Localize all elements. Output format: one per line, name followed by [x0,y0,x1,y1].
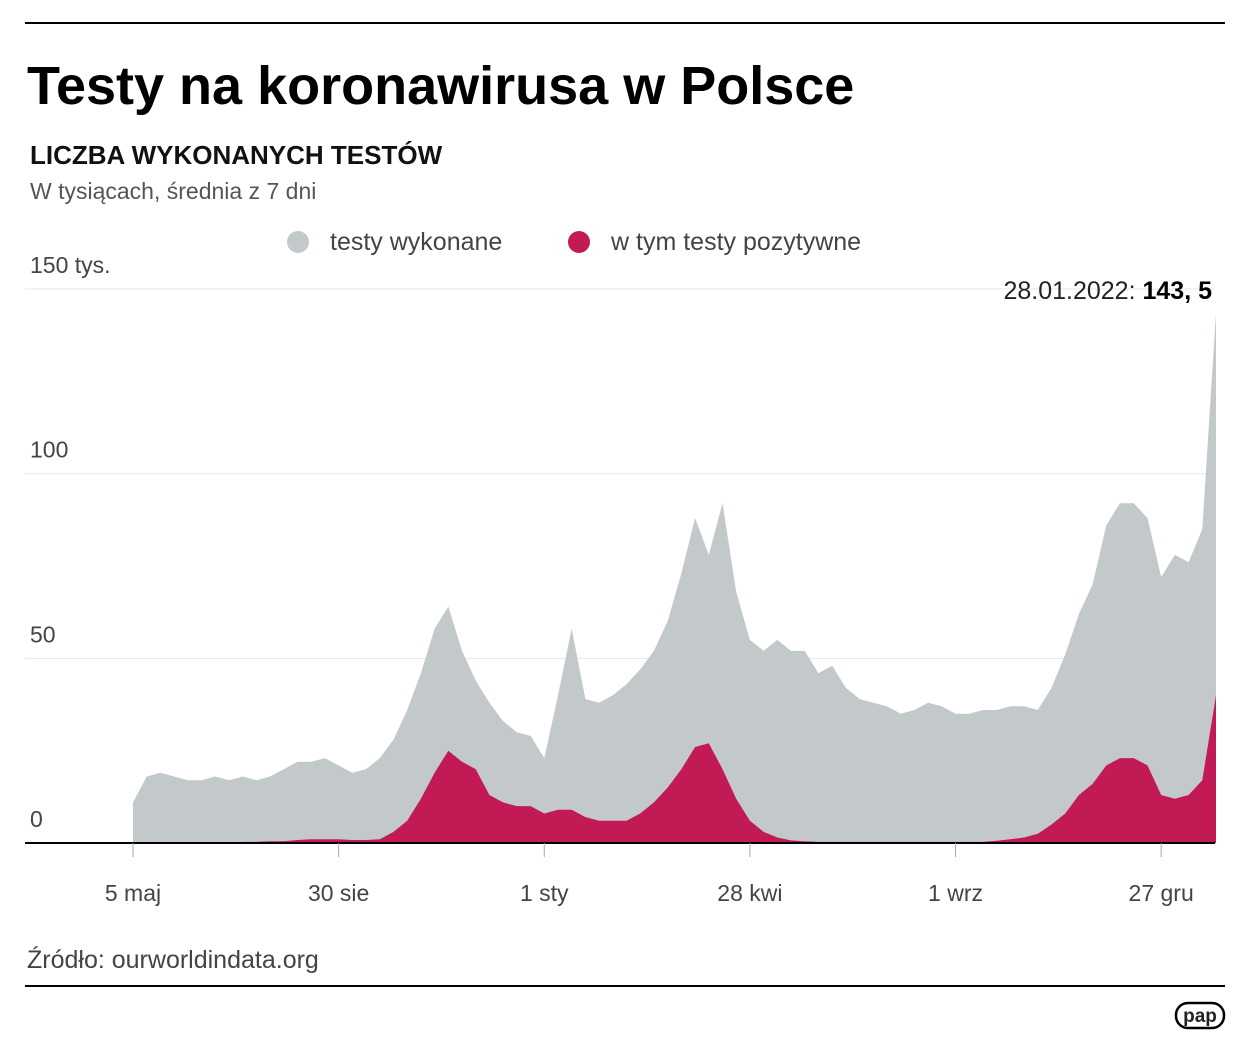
x-tick-label: 1 wrz [928,880,983,906]
annotation-value: 143, 5 [1142,277,1212,305]
legend-label: w tym testy pozytywne [610,228,861,256]
chart-subtitle: LICZBA WYKONANYCH TESTÓW [30,140,443,170]
x-tick-label: 5 maj [105,880,161,906]
y-tick-label: 0 [30,806,43,832]
y-tick-label: 50 [30,621,56,647]
plot: 0 50 100 150 tys. testy wykonane w tym testy … [25,228,1216,906]
y-tick-label: 100 [30,437,68,463]
logo-frame [1174,1001,1226,1030]
area [133,313,1216,843]
logo: pap [1183,1006,1217,1027]
source: Źródło: ourworldindata.org [27,945,319,974]
area [133,695,1216,843]
x-tick-label: 30 sie [308,880,369,906]
chart-title: Testy na koronawirusa w Polsce [27,56,854,116]
x-tick-label: 27 gru [1129,880,1194,906]
chart-note: W tysiącach, średnia z 7 dni [30,178,316,204]
x-tick-label: 1 sty [520,880,569,906]
x-tick-label: 28 kwi [717,880,782,906]
annotation: 28.01.2022: 143, 5 [1003,277,1212,305]
legend-label: testy wykonane [330,228,502,256]
annotation-date: 28.01.2022: [1003,277,1135,305]
legend-marker [568,231,590,253]
y-tick-label: 150 tys. [30,252,111,278]
legend-marker [287,231,309,253]
